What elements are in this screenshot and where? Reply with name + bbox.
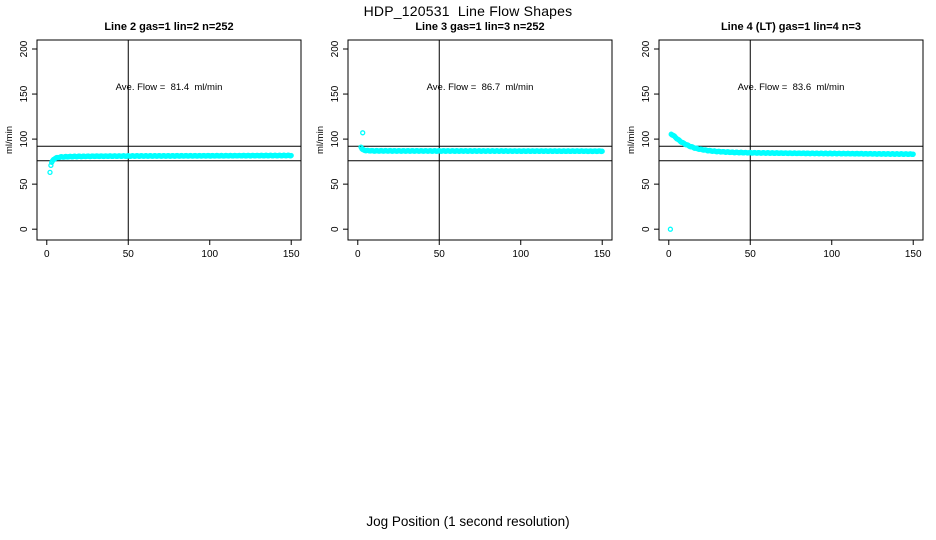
- panel-line-4-title: Line 4 (LT) gas=1 lin=4 n=3: [720, 21, 862, 33]
- svg-text:100: 100: [641, 130, 652, 147]
- svg-text:150: 150: [905, 249, 922, 260]
- svg-text:100: 100: [823, 249, 840, 260]
- svg-text:0: 0: [666, 249, 672, 260]
- svg-text:50: 50: [745, 249, 757, 260]
- svg-text:ml/min: ml/min: [626, 126, 637, 154]
- svg-text:200: 200: [330, 40, 341, 57]
- panel-line-2: Line 2 gas=1 lin=2 n=252 0 50 100 150 0 50 100…: [1, 19, 309, 268]
- svg-text:150: 150: [283, 249, 300, 260]
- line-4-flow-chart: 0 50 100 150 0 50 100 150 200 ml/min Ave. Flow = 8…: [626, 39, 924, 260]
- svg-text:50: 50: [641, 178, 652, 190]
- svg-text:150: 150: [641, 85, 652, 102]
- panel-line-3: Line 3 gas=1 lin=3 n=252 0 50 100 150 0 50 100…: [312, 19, 620, 268]
- svg-text:0: 0: [355, 249, 361, 260]
- panel-line-4: Line 4 (LT) gas=1 lin=4 n=3 0 50 100 150 0 50…: [623, 19, 931, 268]
- svg-text:150: 150: [594, 249, 611, 260]
- svg-text:0: 0: [330, 226, 341, 232]
- panel-line-3-title: Line 3 gas=1 lin=3 n=252: [415, 21, 545, 33]
- svg-text:ml/min: ml/min: [315, 126, 326, 154]
- svg-text:Ave. Flow = 83.6 ml/min: Ave. Flow = 83.6 ml/min: [738, 82, 845, 93]
- svg-text:0: 0: [641, 226, 652, 232]
- panel-row: Line 2 gas=1 lin=2 n=252 0 50 100 150 0 50 100…: [1, 19, 931, 268]
- line-2-flow-chart: 0 50 100 150 0 50 100 150 200 ml/min Ave. Flow = 8…: [4, 39, 302, 260]
- svg-text:200: 200: [641, 40, 652, 57]
- svg-text:50: 50: [434, 249, 446, 260]
- svg-text:ml/min: ml/min: [4, 126, 15, 154]
- svg-text:200: 200: [19, 40, 30, 57]
- svg-text:0: 0: [19, 226, 30, 232]
- panel-line-2-title: Line 2 gas=1 lin=2 n=252: [104, 21, 234, 33]
- svg-text:100: 100: [19, 130, 30, 147]
- svg-text:Ave. Flow = 86.7 ml/min: Ave. Flow = 86.7 ml/min: [427, 82, 534, 93]
- svg-text:100: 100: [201, 249, 218, 260]
- svg-text:50: 50: [330, 178, 341, 190]
- svg-text:100: 100: [330, 130, 341, 147]
- svg-text:50: 50: [123, 249, 135, 260]
- svg-text:100: 100: [512, 249, 529, 260]
- svg-text:150: 150: [330, 85, 341, 102]
- svg-text:50: 50: [19, 178, 30, 190]
- x-axis-label: Jog Position (1 second resolution): [366, 514, 570, 529]
- line-3-flow-chart: 0 50 100 150 0 50 100 150 200 ml/min Ave. Flow = 8…: [315, 39, 613, 260]
- svg-text:Ave. Flow = 81.4 ml/min: Ave. Flow = 81.4 ml/min: [116, 82, 223, 93]
- svg-text:0: 0: [44, 249, 50, 260]
- svg-text:150: 150: [19, 85, 30, 102]
- figure-title: HDP_120531 Line Flow Shapes: [363, 3, 573, 19]
